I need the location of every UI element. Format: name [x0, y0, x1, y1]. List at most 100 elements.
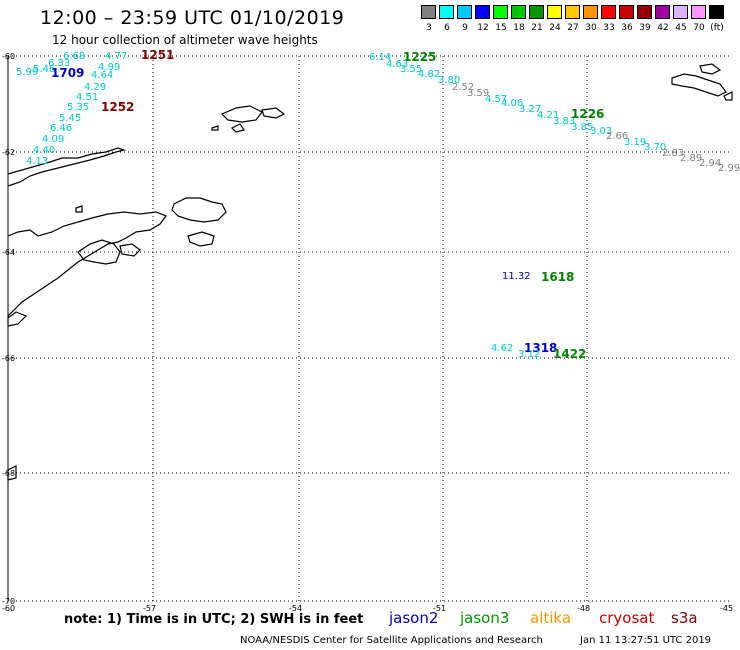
coastline-island-e: [220, 105, 263, 123]
pass-time-label: 1618: [541, 270, 575, 284]
wave-height-value: 6.33: [48, 58, 71, 69]
pass-time-label: 1225: [403, 50, 437, 64]
lat-label: -70: [2, 597, 16, 606]
wave-height-value: 5.45: [59, 113, 82, 124]
scale-swatch: [511, 5, 526, 19]
coastline-island-k: [7, 465, 17, 481]
wave-height-value: 4.21: [537, 110, 560, 121]
scale-label: 12: [477, 23, 489, 33]
scale-label: (ft): [710, 23, 724, 33]
scale-swatch: [601, 5, 616, 19]
wave-height-value: 2.52: [452, 82, 475, 93]
wave-height-value: 4.62: [491, 343, 514, 354]
scale-swatch: [673, 5, 688, 19]
wave-height-value: 4.40: [33, 145, 56, 156]
coastline-island-d: [119, 243, 141, 257]
map-title: 12:00 – 23:59 UTC 01/10/2019: [40, 7, 345, 29]
wave-height-value: 3.19: [624, 137, 647, 148]
scale-swatch: [565, 5, 580, 19]
pass-time-label: 1422: [553, 347, 587, 361]
lat-label: -68: [2, 469, 16, 478]
lon-label: -54: [289, 604, 303, 613]
lon-label: -48: [577, 604, 591, 613]
scale-label: 42: [657, 23, 669, 33]
wave-height-value: 5.46: [33, 64, 56, 75]
wave-height-value: 2.66: [606, 131, 629, 142]
scale-label: 27: [567, 23, 579, 33]
wave-height-value: 3.83: [553, 116, 576, 127]
scale-swatch: [655, 5, 670, 19]
coastline-island-h: [211, 125, 219, 131]
wave-height-value: 4.06: [501, 98, 524, 109]
lat-label: -64: [2, 248, 16, 257]
wave-height-value: 4.63: [386, 59, 409, 70]
wave-height-value: 2.94: [699, 158, 722, 169]
legend-item-cryosat: cryosat: [599, 609, 655, 627]
legend-item-altika: altika: [530, 609, 572, 627]
wave-height-value: 3.80: [438, 75, 461, 86]
scale-label: 36: [621, 23, 633, 33]
scale-label: 70: [693, 23, 705, 33]
legend-item-s3a: s3a: [671, 609, 698, 627]
wave-height-value: 3.55: [400, 64, 423, 75]
graticule: [8, 55, 732, 602]
pass-time-label: 1709: [51, 66, 85, 80]
wave-height-value: 4.82: [418, 69, 441, 80]
wave-height-value: 3.59: [467, 88, 490, 99]
wave-height-value: 4.77: [105, 51, 128, 62]
lon-label: -57: [143, 604, 157, 613]
wave-height-value: 4.09: [42, 134, 65, 145]
scale-swatch: [547, 5, 562, 19]
scale-swatch: [457, 5, 472, 19]
scale-swatch: [475, 5, 490, 19]
wave-height-value: 4.51: [76, 92, 99, 103]
wave-height-value: 3.27: [519, 104, 542, 115]
scale-swatch: [709, 5, 724, 19]
wave-height-value: 2.99: [718, 163, 740, 174]
coastline-island-i: [75, 205, 83, 213]
lon-label: -51: [433, 604, 447, 613]
coastline-south-georgia-c: [723, 91, 733, 101]
footer-credit: NOAA/NESDIS Center for Satellite Applica…: [240, 635, 543, 646]
wave-height-value: 4.57: [485, 94, 508, 105]
lon-label: -45: [720, 604, 734, 613]
wave-height-value: 6.68: [63, 51, 86, 62]
wave-height-value: 6.46: [50, 123, 73, 134]
scale-label: 21: [531, 23, 543, 33]
wave-height-value: 11.32: [502, 271, 531, 282]
wave-height-value: 5.99: [16, 67, 39, 78]
legend-item-jason2: jason2: [389, 609, 439, 627]
wave-height-value: 4.29: [84, 82, 107, 93]
wave-height-value: 4.99: [98, 62, 121, 73]
scale-swatch: [529, 5, 544, 19]
lat-label: -66: [2, 354, 16, 363]
wave-height-value: 5.35: [67, 102, 90, 113]
footer-timestamp: Jan 11 13:27:51 UTC 2019: [580, 635, 712, 646]
coastline-south-georgia-a: [671, 73, 727, 97]
scale-swatch: [637, 5, 652, 19]
lat-label: -60: [2, 52, 16, 61]
scale-label: 15: [495, 23, 507, 33]
pass-time-label: 1252: [101, 100, 135, 114]
pass-time-label: 1226: [571, 107, 605, 121]
coastline-south-georgia-b: [699, 63, 722, 75]
pass-time-label: 1318: [524, 341, 558, 355]
map-subtitle: 12 hour collection of altimeter wave hei…: [52, 33, 318, 47]
coastline-island-g: [230, 123, 245, 133]
coastline-island-f: [261, 107, 286, 119]
wave-height-value: 2.83: [662, 148, 685, 159]
coastline-island-a: [77, 239, 121, 265]
scale-label: 3: [426, 23, 432, 33]
wave-height-value: 3.12: [518, 349, 541, 360]
coastline-peninsula: [7, 147, 127, 187]
scale-label: 39: [639, 23, 651, 33]
scale-label: 24: [549, 23, 561, 33]
scale-label: 6: [444, 23, 450, 33]
coastline-island-b: [171, 197, 227, 223]
scale-label: 45: [675, 23, 687, 33]
scale-label: 30: [585, 23, 597, 33]
scale-swatch: [691, 5, 706, 19]
scale-swatch: [583, 5, 598, 19]
wave-height-value: 4.13: [26, 156, 49, 167]
